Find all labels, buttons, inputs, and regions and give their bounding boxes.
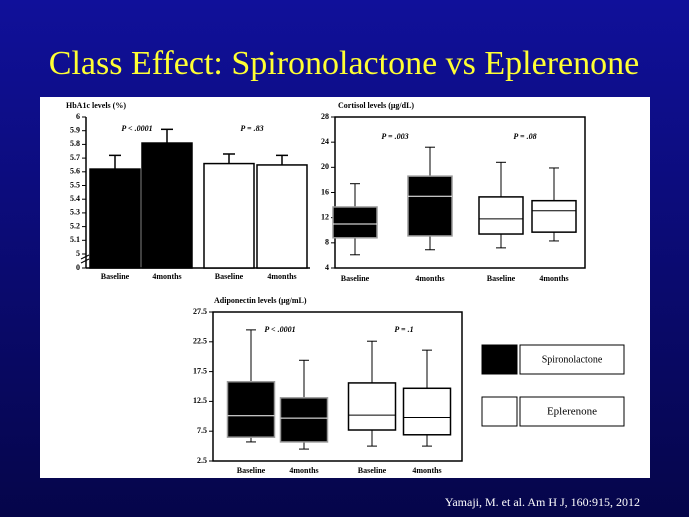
p-value: P = .08 bbox=[513, 132, 536, 141]
legend-swatch bbox=[481, 396, 518, 427]
y-tick-label: 5 bbox=[76, 249, 80, 258]
x-tick-label: 4months bbox=[412, 466, 441, 475]
y-tick-label: 5.1 bbox=[70, 235, 80, 244]
chart-title: Cortisol levels (μg/dL) bbox=[338, 101, 414, 110]
p-value: P = .1 bbox=[394, 325, 413, 334]
bar bbox=[89, 168, 141, 269]
y-tick-label: 5.7 bbox=[70, 153, 80, 162]
x-tick-label: Baseline bbox=[215, 272, 244, 281]
x-tick-label: Baseline bbox=[358, 466, 387, 475]
x-tick-label: 4months bbox=[152, 272, 181, 281]
x-tick-label: Baseline bbox=[341, 274, 370, 283]
y-tick-label: 6 bbox=[76, 112, 80, 121]
x-tick-label: Baseline bbox=[101, 272, 130, 281]
slide-title: Class Effect: Spironolactone vs Eplereno… bbox=[49, 45, 639, 82]
x-tick-label: 4months bbox=[415, 274, 444, 283]
x-tick-label: 4months bbox=[539, 274, 568, 283]
legend: Spironolactone Eplerenone bbox=[481, 344, 625, 427]
legend-label: Spironolactone bbox=[542, 354, 603, 365]
bar bbox=[256, 164, 308, 269]
y-tick-label: 27.5 bbox=[193, 307, 207, 316]
y-tick-label: 5.3 bbox=[70, 208, 80, 217]
box bbox=[407, 175, 453, 237]
y-tick-label: 12 bbox=[321, 212, 329, 221]
chart-title: HbA1c levels (%) bbox=[66, 101, 126, 110]
legend-label: Eplerenone bbox=[547, 406, 597, 418]
y-tick-label: 24 bbox=[321, 137, 329, 146]
bar bbox=[203, 162, 255, 269]
y-tick-label: 5.4 bbox=[70, 194, 80, 203]
box bbox=[347, 382, 397, 431]
box bbox=[332, 206, 378, 239]
p-value: P < .0001 bbox=[264, 325, 295, 334]
box bbox=[226, 380, 276, 438]
chart-title: Adiponectin levels (μg/mL) bbox=[214, 296, 307, 305]
y-tick-label: 20 bbox=[321, 162, 329, 171]
p-value: P = .83 bbox=[240, 124, 263, 133]
x-tick-label: Baseline bbox=[237, 466, 266, 475]
legend-swatch bbox=[481, 344, 518, 375]
y-tick-label: 5.5 bbox=[70, 180, 80, 189]
plot-frame bbox=[212, 311, 463, 462]
y-tick-label: 5.6 bbox=[70, 167, 80, 176]
box bbox=[478, 196, 524, 235]
y-tick-label: 5.9 bbox=[70, 126, 80, 135]
y-tick-label: 7.5 bbox=[197, 426, 207, 435]
y-tick-label: 5.8 bbox=[70, 139, 80, 148]
y-tick-label: 2.5 bbox=[197, 456, 207, 465]
x-tick-label: 4months bbox=[289, 466, 318, 475]
y-tick-label: 8 bbox=[325, 238, 329, 247]
p-value: P < .0001 bbox=[121, 124, 152, 133]
bar bbox=[141, 142, 193, 269]
p-value: P = .003 bbox=[381, 132, 408, 141]
box bbox=[531, 199, 577, 233]
x-tick-label: Baseline bbox=[487, 274, 516, 283]
x-tick-label: 4months bbox=[267, 272, 296, 281]
y-tick-label: 17.5 bbox=[193, 366, 207, 375]
y-tick-label: 4 bbox=[325, 263, 329, 272]
y-tick-label: 5.2 bbox=[70, 221, 80, 230]
y-tick-label: 12.5 bbox=[193, 396, 207, 405]
y-tick-label: 28 bbox=[321, 112, 329, 121]
citation: Yamaji, M. et al. Am H J, 160:915, 2012 bbox=[445, 495, 640, 509]
y-tick-label: 0 bbox=[76, 263, 80, 272]
y-tick-label: 16 bbox=[321, 187, 329, 196]
box bbox=[279, 397, 329, 443]
legend-box bbox=[519, 396, 625, 427]
box bbox=[402, 387, 452, 436]
legend-box bbox=[519, 344, 625, 375]
axis-break bbox=[80, 254, 90, 264]
y-tick-label: 22.5 bbox=[193, 337, 207, 346]
